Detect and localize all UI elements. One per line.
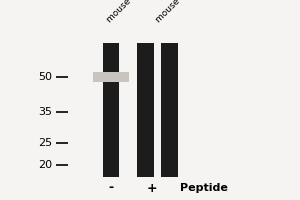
Text: 20: 20 <box>38 160 52 170</box>
Text: 25: 25 <box>38 138 52 148</box>
Bar <box>161 43 178 177</box>
Bar <box>137 43 154 177</box>
Text: 50: 50 <box>38 72 52 82</box>
Text: mouse brain: mouse brain <box>105 0 151 24</box>
Bar <box>103 43 119 177</box>
Bar <box>93 72 129 82</box>
Text: -: - <box>108 182 114 194</box>
Text: mouse brain: mouse brain <box>154 0 200 24</box>
Text: Peptide: Peptide <box>180 183 228 193</box>
Text: 35: 35 <box>38 107 52 117</box>
Text: +: + <box>146 182 157 194</box>
